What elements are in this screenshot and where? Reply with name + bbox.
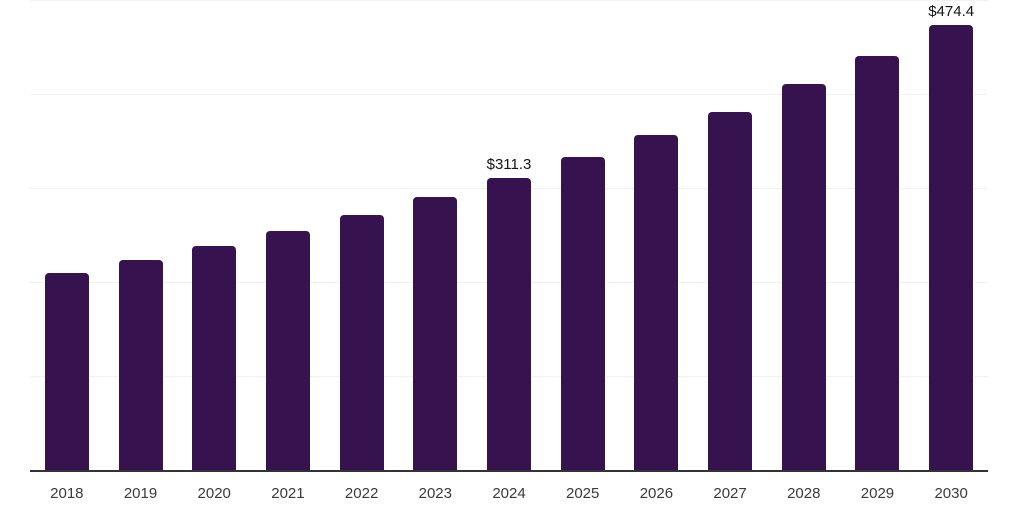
x-tick-label: 2020 (197, 485, 231, 502)
gridline (30, 94, 988, 95)
x-tick-label: 2019 (123, 485, 158, 502)
bar-value-label: $311.3 (486, 156, 532, 173)
bar-value-label: $474.4 (928, 3, 975, 20)
x-tick-label: 2022 (344, 485, 379, 502)
bar-2023 (413, 197, 458, 471)
bar-2025 (560, 157, 605, 471)
bar-2024 (487, 178, 531, 471)
x-axis-line (30, 470, 988, 472)
x-tick-label: 2021 (271, 485, 305, 502)
bar-2019 (118, 260, 163, 471)
bar-2026 (634, 135, 679, 471)
x-tick-label: 2025 (566, 485, 600, 502)
x-tick-label: 2023 (418, 485, 452, 502)
plot-area: $311.3 $474.4 (30, 0, 988, 471)
bar-2022 (339, 215, 384, 471)
x-tick-label: 2028 (787, 485, 821, 502)
x-tick-label: 2027 (713, 485, 747, 502)
bar-2028 (781, 84, 826, 471)
x-tick-label: 2029 (860, 485, 895, 502)
bar-2018 (44, 273, 89, 471)
bar-2029 (855, 56, 900, 471)
bar-2030 (929, 25, 974, 471)
x-tick-label: 2030 (934, 485, 968, 502)
x-tick-label: 2018 (50, 485, 84, 502)
gridline (30, 0, 988, 1)
x-tick-label: 2026 (639, 485, 674, 502)
bar-2021 (265, 231, 310, 471)
bar-2020 (192, 246, 237, 471)
bar-2027 (708, 112, 753, 471)
x-tick-label: 2024 (492, 485, 526, 502)
